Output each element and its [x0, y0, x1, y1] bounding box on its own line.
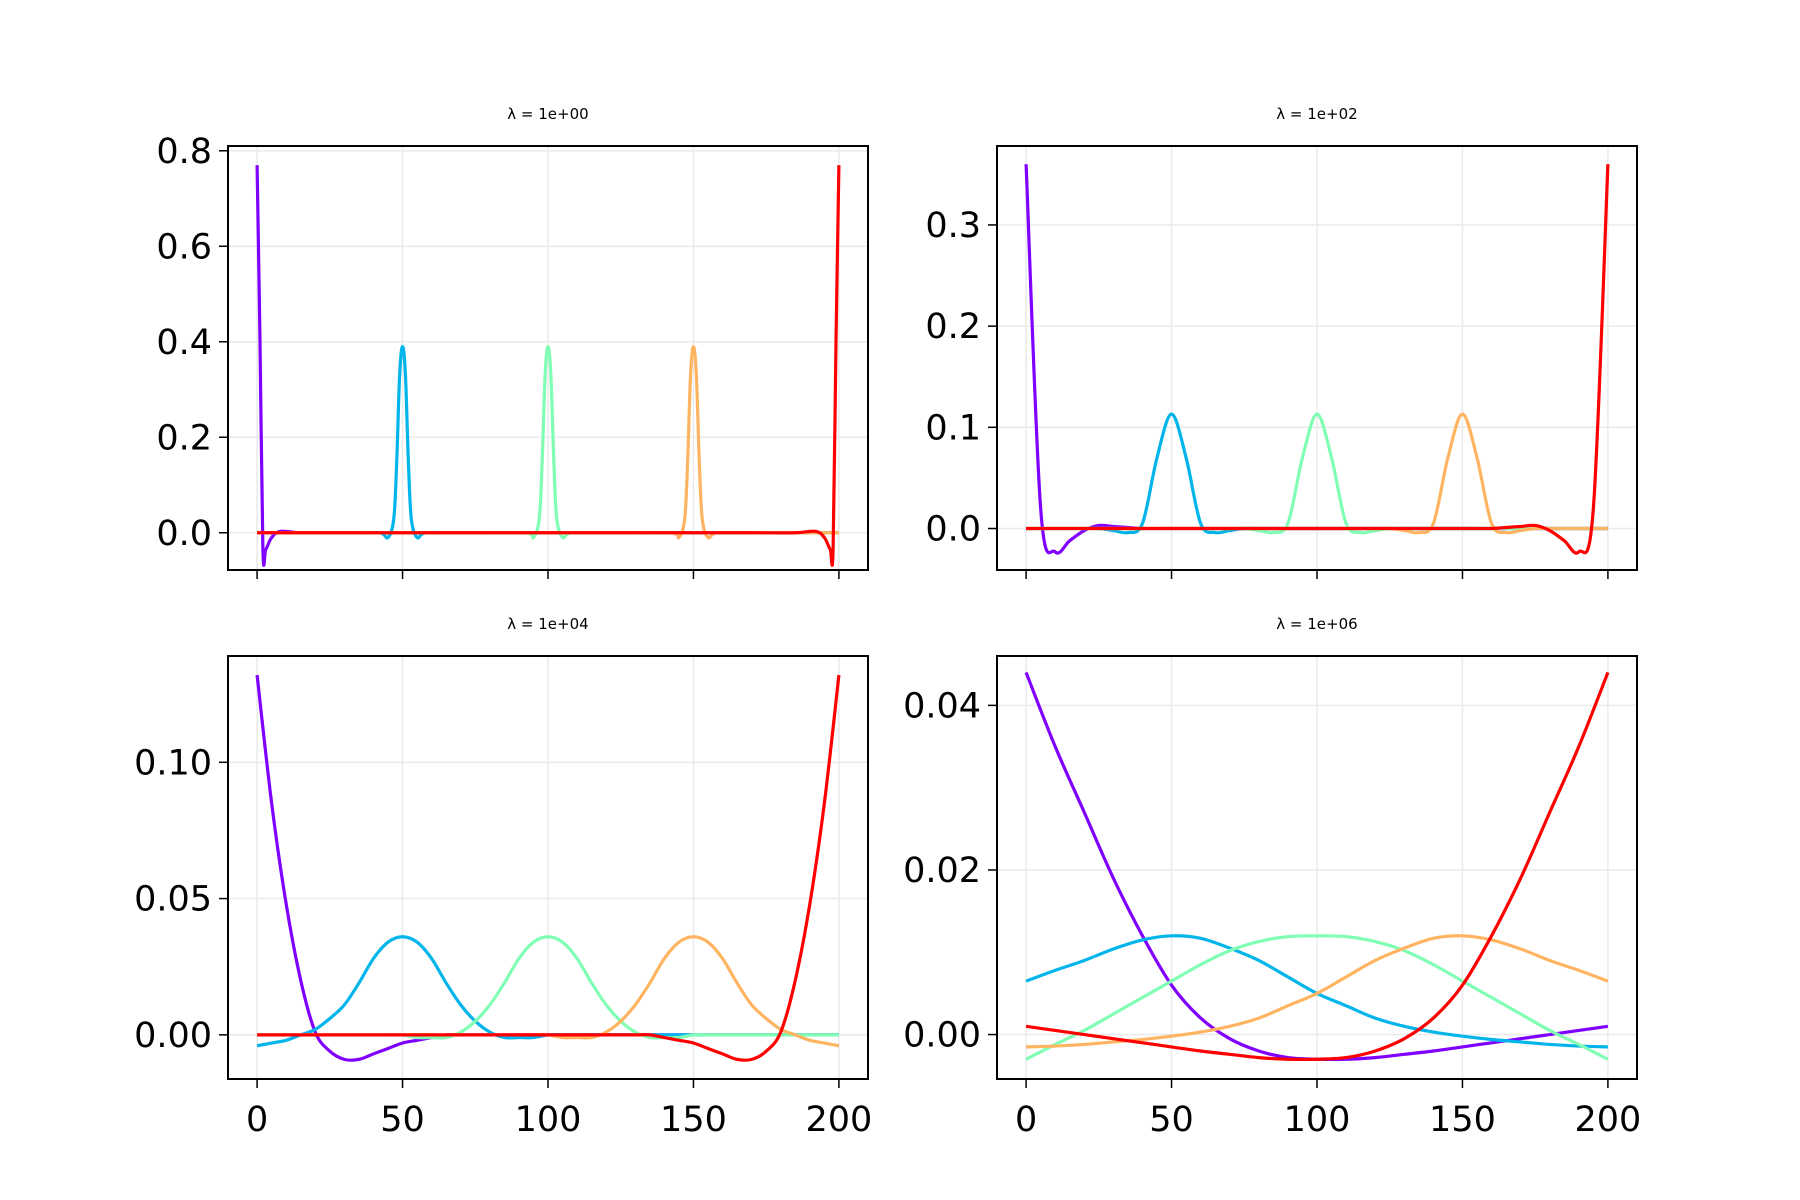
y-tick-label: 0.05: [134, 880, 212, 920]
y-tick-label: 0.3: [925, 206, 981, 246]
x-tick-label: 150: [1429, 1100, 1496, 1140]
y-tick-label: 0.0: [156, 514, 212, 554]
subplot: 0 50 100 150 200 0.00 0.02 0.04 λ = 1e+06: [903, 615, 1641, 1140]
y-tick-label: 0.2: [925, 307, 981, 347]
x-tick-label: 150: [660, 1100, 727, 1140]
axes-frame: [996, 655, 1638, 1080]
x-tick-label: 200: [806, 1100, 873, 1140]
axes-frame: [227, 145, 869, 571]
x-tick-label: 50: [1149, 1100, 1194, 1140]
x-tick-label: 0: [1015, 1100, 1037, 1140]
line-series: [1026, 164, 1610, 555]
axes-frame: [227, 655, 869, 1080]
subplot: 0.0 0.1 0.2 0.3 λ = 1e+02: [925, 105, 1638, 579]
y-tick-label: 0.10: [134, 743, 212, 783]
x-tick-label: 200: [1575, 1100, 1642, 1140]
y-tick-label: 0.8: [156, 132, 212, 172]
subplot-title: λ = 1e+00: [507, 105, 588, 123]
subplot: 0 50 100 150 200 0.00 0.05 0.10 λ = 1e+04: [134, 615, 872, 1140]
x-tick-label: 100: [515, 1100, 582, 1140]
y-tick-label: 0.00: [903, 1016, 981, 1056]
line-series: [1025, 671, 1610, 1062]
subplot-title: λ = 1e+06: [1276, 615, 1357, 633]
line-series: [257, 674, 841, 1062]
axes-frame: [996, 145, 1638, 571]
line-series: [1025, 934, 1609, 1061]
y-tick-label: 0.2: [156, 418, 212, 458]
y-tick-label: 0.00: [134, 1016, 212, 1056]
y-tick-label: 0.6: [156, 227, 212, 267]
subplot-title: λ = 1e+04: [507, 615, 588, 633]
subplot: 0.0 0.2 0.4 0.6 0.8 λ = 1e+00: [156, 105, 869, 579]
x-tick-label: 0: [246, 1100, 268, 1140]
y-tick-label: 0.0: [925, 510, 981, 550]
y-tick-label: 0.4: [156, 323, 212, 363]
y-tick-label: 0.1: [925, 408, 981, 448]
y-tick-label: 0.04: [903, 686, 981, 726]
line-series: [257, 165, 841, 567]
x-tick-label: 100: [1284, 1100, 1351, 1140]
y-tick-label: 0.02: [903, 851, 981, 891]
subplot-title: λ = 1e+02: [1276, 105, 1357, 123]
x-tick-label: 50: [380, 1100, 425, 1140]
